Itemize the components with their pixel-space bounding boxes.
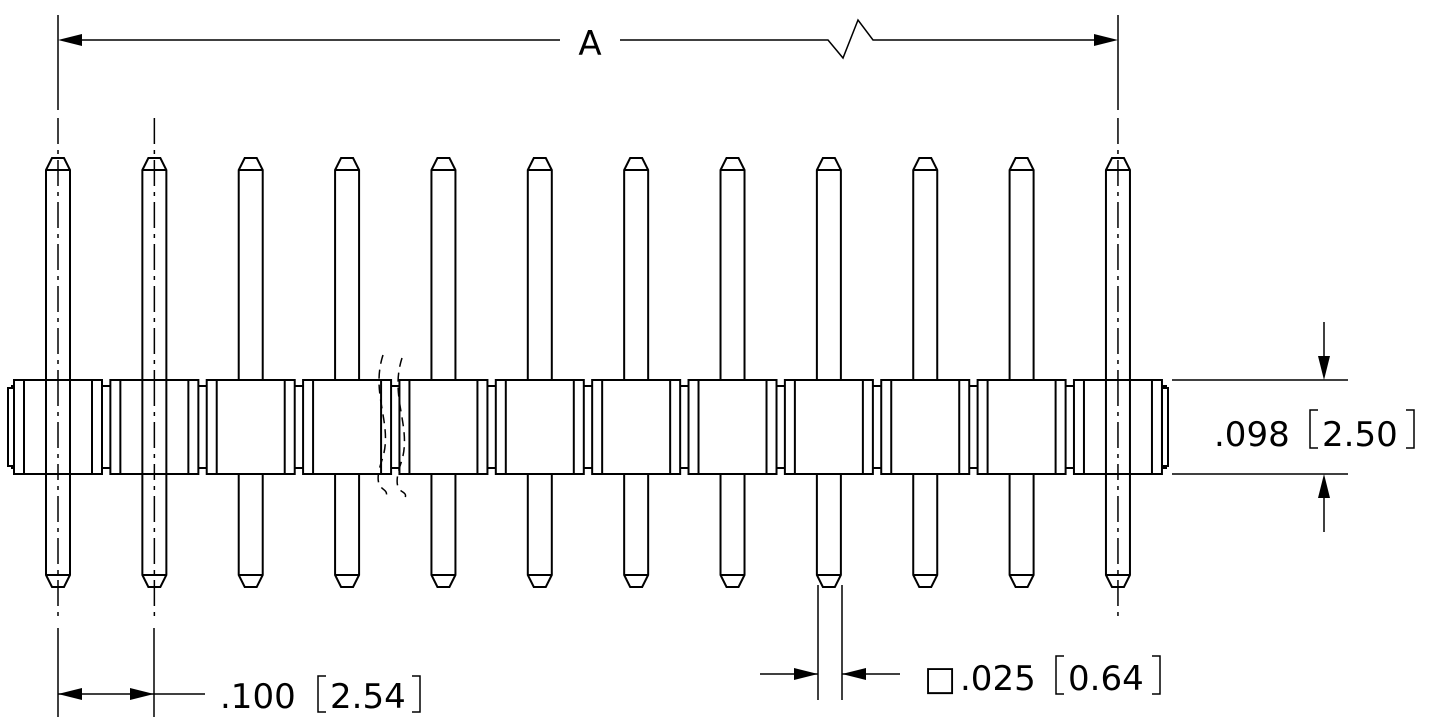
pin-upper bbox=[1104, 157, 1131, 380]
body-block bbox=[687, 379, 778, 475]
break-line-right bbox=[396, 357, 407, 499]
pin-lower bbox=[623, 474, 650, 588]
arrow-left bbox=[58, 34, 82, 46]
body-block bbox=[494, 379, 585, 475]
body-block bbox=[398, 379, 489, 475]
pin-size-arrow-left bbox=[794, 668, 818, 680]
pitch-arrow-left bbox=[58, 688, 82, 700]
pin-lower bbox=[815, 474, 842, 588]
arrow-right bbox=[1094, 34, 1118, 46]
dim-line-a-right-break bbox=[620, 18, 1114, 60]
square-symbol: □ bbox=[924, 659, 956, 699]
dimension-pin-size: □ .025 0.64 bbox=[760, 585, 1161, 700]
pitch-metric: 2.54 bbox=[330, 677, 406, 717]
pitch-imperial: .100 bbox=[220, 677, 296, 717]
pin-lower bbox=[334, 474, 361, 588]
pin-upper bbox=[815, 157, 842, 380]
pin-lower bbox=[237, 474, 264, 588]
body-block bbox=[783, 379, 874, 475]
height-bracket-open bbox=[1309, 409, 1318, 449]
break-line-left bbox=[377, 354, 388, 498]
height-bracket-close bbox=[1406, 409, 1415, 449]
body-block bbox=[302, 379, 393, 475]
pin-upper bbox=[719, 157, 746, 380]
height-imperial: .098 bbox=[1214, 415, 1290, 455]
pin-upper bbox=[526, 157, 553, 380]
dimension-a: A bbox=[57, 15, 1119, 110]
pin-upper bbox=[430, 157, 457, 380]
body-block bbox=[976, 379, 1067, 475]
pin-lower bbox=[1008, 474, 1035, 588]
height-metric: 2.50 bbox=[1322, 415, 1398, 455]
pin-upper bbox=[141, 157, 168, 380]
pin-upper bbox=[237, 157, 264, 380]
dimension-pitch: .100 2.54 bbox=[57, 628, 421, 717]
body-block bbox=[205, 379, 296, 475]
pin-size-arrow-right bbox=[842, 668, 866, 680]
pitch-bracket-close bbox=[412, 675, 421, 713]
pin-upper bbox=[1008, 157, 1035, 380]
pin-size-bracket-close bbox=[1152, 655, 1161, 695]
dimension-a-label: A bbox=[578, 24, 601, 64]
height-arrow-top bbox=[1318, 356, 1330, 380]
pins-layer bbox=[45, 118, 1131, 617]
dimension-layer: A .100 2.54 .098 2.50 bbox=[57, 15, 1415, 717]
pin-size-metric: 0.64 bbox=[1068, 659, 1144, 699]
body-block bbox=[880, 379, 971, 475]
pin-lower bbox=[912, 474, 939, 588]
pitch-bracket-open bbox=[317, 675, 326, 713]
pitch-arrow-right bbox=[130, 688, 154, 700]
height-arrow-bottom bbox=[1318, 474, 1330, 498]
pin-upper bbox=[45, 157, 71, 380]
pin-upper bbox=[912, 157, 939, 380]
pin-size-bracket-open bbox=[1055, 655, 1064, 695]
pin-lower bbox=[430, 474, 457, 588]
body-block bbox=[591, 379, 682, 475]
pin-lower bbox=[719, 474, 746, 588]
dimension-height: .098 2.50 bbox=[1172, 322, 1415, 532]
pin-size-imperial: .025 bbox=[960, 659, 1036, 699]
insulator-body-layer bbox=[7, 354, 1169, 499]
pin-upper bbox=[623, 157, 650, 380]
pin-upper bbox=[334, 157, 361, 380]
pin-lower bbox=[526, 474, 553, 588]
